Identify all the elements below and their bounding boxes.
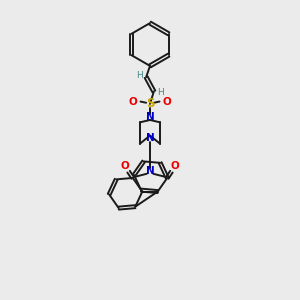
Text: H: H bbox=[136, 71, 143, 80]
Text: N: N bbox=[146, 167, 154, 176]
Text: O: O bbox=[171, 161, 180, 171]
Text: N: N bbox=[146, 134, 154, 143]
Text: N: N bbox=[146, 112, 154, 122]
Text: S: S bbox=[146, 98, 154, 110]
Text: H: H bbox=[158, 88, 164, 97]
Text: O: O bbox=[120, 161, 129, 171]
Text: O: O bbox=[163, 97, 171, 106]
Text: O: O bbox=[129, 97, 137, 106]
